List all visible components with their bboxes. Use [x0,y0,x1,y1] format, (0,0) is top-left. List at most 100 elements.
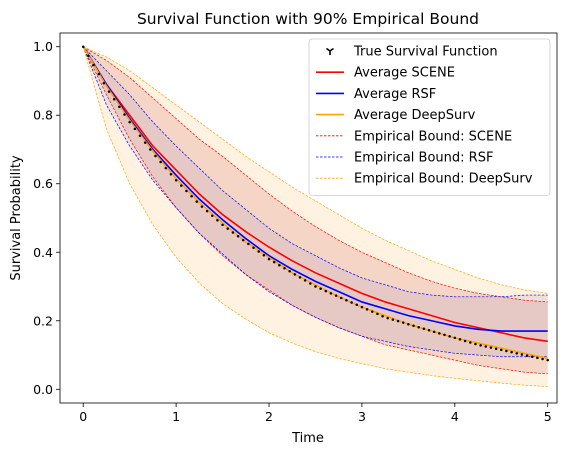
true-survival-point [474,342,477,346]
true-survival-point [469,341,472,344]
y-axis-label: Survival Probability [9,155,24,281]
y-tick-label: 0.2 [33,313,53,328]
true-survival-point [500,348,503,352]
plot-frame [59,32,558,404]
true-survival-point [102,82,106,85]
band-empirical-bound-rsf [83,46,548,357]
true-survival-point [489,346,493,349]
x-tick-label: 4 [451,409,459,424]
y-tick-label: 0.4 [33,245,53,260]
legend-label: Average SCENE [354,66,455,81]
true-survival-point [365,308,369,311]
true-survival-point [92,63,95,67]
true-survival-point [453,336,457,340]
true-survival-point [298,276,302,279]
true-survival-point [386,316,389,320]
true-survival-point [118,105,121,109]
true-survival-point [107,90,111,93]
true-survival-point [536,356,539,360]
bound-upper-empirical-bound-rsf [82,46,548,298]
true-survival-point [154,154,157,158]
legend-item-average-deepsurv: Average DeepSurv [316,108,476,123]
x-tick-label: 2 [265,409,273,424]
true-survival-point [479,344,482,347]
y-tick-label: 0.6 [33,176,53,191]
plot-area [81,45,549,387]
legend-item-true-survival-function: True Survival Function [326,45,498,60]
true-survival-point [448,335,451,338]
true-survival-point [190,195,193,198]
true-survival-point [180,184,183,187]
bound-lower-empirical-bound-deepsurv [82,46,548,387]
band-empirical-bound-deepsurv [83,46,548,387]
true-survival-point [231,231,235,234]
true-survival-point [376,312,379,316]
true-survival-point [236,235,240,238]
true-survival-point [303,279,307,282]
true-survival-point [226,227,229,230]
true-survival-point [370,310,374,313]
true-survival-point [515,352,518,355]
true-survival-point [463,339,467,343]
true-survival-point [438,332,441,335]
true-survival-point [97,72,100,76]
true-survival-point [443,333,446,337]
true-survival-point [329,292,333,295]
true-survival-point [195,200,199,203]
x-tick-label: 0 [79,409,87,424]
true-survival-point [247,242,250,246]
true-survival-point [510,350,513,354]
true-survival-point [458,338,462,341]
legend: True Survival Function Average SCENE Avera… [308,38,551,196]
true-survival-point [350,301,353,304]
true-survival-point [278,263,281,267]
true-survival-point [319,287,322,291]
true-survival-point [309,282,312,285]
band-empirical-bound-scene [83,46,548,374]
true-survival-point [360,305,364,309]
series-line-average-scene [82,46,548,343]
y-tick-label: 0.0 [33,382,53,397]
true-survival-point [252,246,255,249]
legend-label: Empirical Bound: SCENE [354,129,512,144]
legend-marker-icon [326,47,334,55]
true-survival-point [262,254,266,257]
true-survival-point [345,298,348,302]
true-survival-point [381,314,384,318]
true-survival-point [520,353,524,356]
true-survival-point [211,214,214,217]
true-survival-point [174,179,178,182]
legend-label: Empirical Bound: RSF [354,151,493,166]
true-survival-point [412,324,415,327]
true-survival-point [149,148,152,151]
true-survival-point [216,219,219,222]
x-axis-label: Time [291,431,324,446]
bound-lower-empirical-bound-rsf [82,46,548,358]
true-survival-point [505,349,508,353]
true-survival-point [169,172,173,176]
true-survival-point [314,285,317,288]
true-survival-point [293,273,297,276]
true-survival-point [164,166,168,170]
true-survival-point [288,270,291,273]
legend-label: Empirical Bound: DeepSurv [354,172,533,187]
x-tick-label: 5 [544,409,552,424]
true-survival-point [81,45,85,48]
true-survival-point [138,134,142,138]
true-survival-point [324,289,328,293]
legend-label: Average RSF [354,87,436,102]
true-survival-point [257,250,260,253]
x-axis: 0 1 2 3 4 5 [79,403,552,424]
legend-item-average-scene: Average SCENE [316,66,455,81]
true-survival-point [221,223,224,227]
true-survival-point [272,260,276,264]
legend-label: True Survival Function [353,45,498,60]
legend-item-empirical-bound-scene: Empirical Bound: SCENE [316,129,512,144]
true-survival-point [541,357,544,361]
true-survival-point [546,358,549,362]
series-markers-true-survival-function [81,45,549,362]
true-survival-point [159,160,162,164]
true-survival-point [401,321,405,324]
true-survival-point [334,294,338,297]
